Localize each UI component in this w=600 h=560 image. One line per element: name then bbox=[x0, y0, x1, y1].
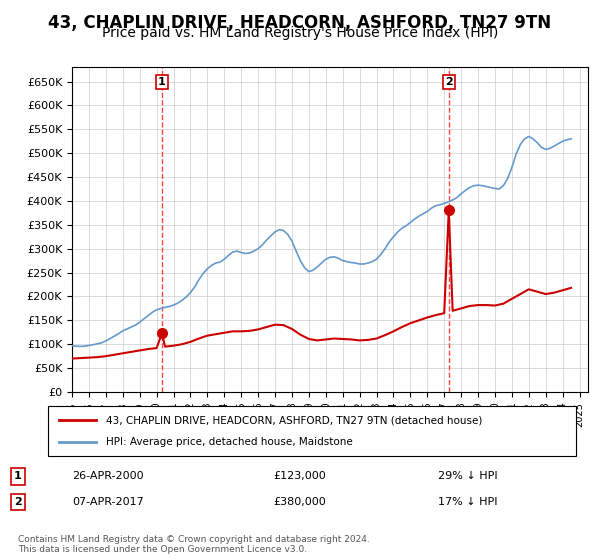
Text: 2: 2 bbox=[445, 77, 452, 87]
Text: £123,000: £123,000 bbox=[274, 471, 326, 481]
Text: 07-APR-2017: 07-APR-2017 bbox=[72, 497, 144, 507]
Text: 26-APR-2000: 26-APR-2000 bbox=[72, 471, 144, 481]
Text: HPI: Average price, detached house, Maidstone: HPI: Average price, detached house, Maid… bbox=[106, 437, 353, 447]
Text: 29% ↓ HPI: 29% ↓ HPI bbox=[438, 471, 498, 481]
FancyBboxPatch shape bbox=[48, 406, 576, 456]
Text: 43, CHAPLIN DRIVE, HEADCORN, ASHFORD, TN27 9TN (detached house): 43, CHAPLIN DRIVE, HEADCORN, ASHFORD, TN… bbox=[106, 415, 482, 425]
Text: 1: 1 bbox=[14, 471, 22, 481]
Text: 17% ↓ HPI: 17% ↓ HPI bbox=[438, 497, 498, 507]
Text: Contains HM Land Registry data © Crown copyright and database right 2024.
This d: Contains HM Land Registry data © Crown c… bbox=[18, 535, 370, 554]
Text: Price paid vs. HM Land Registry's House Price Index (HPI): Price paid vs. HM Land Registry's House … bbox=[102, 26, 498, 40]
Text: 2: 2 bbox=[14, 497, 22, 507]
Text: £380,000: £380,000 bbox=[274, 497, 326, 507]
Text: 1: 1 bbox=[158, 77, 166, 87]
Text: 43, CHAPLIN DRIVE, HEADCORN, ASHFORD, TN27 9TN: 43, CHAPLIN DRIVE, HEADCORN, ASHFORD, TN… bbox=[49, 14, 551, 32]
